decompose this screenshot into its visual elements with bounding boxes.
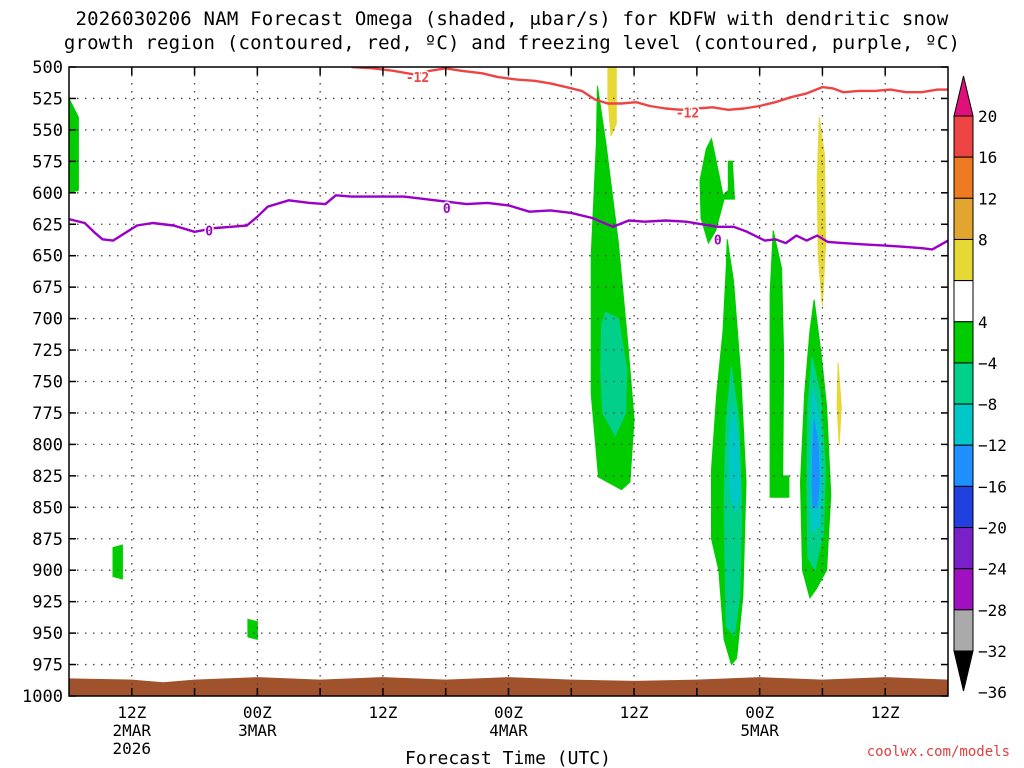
- ground-fill: [69, 677, 948, 696]
- colorbar-label-4: 4: [978, 313, 988, 332]
- omega-region-1: [112, 544, 123, 580]
- colorbar-label-8: −16: [978, 477, 1007, 496]
- ground-layer: [69, 677, 948, 696]
- y-tick-label-725: 725: [32, 341, 63, 361]
- colorbar: 20 16 12 8 4 −4 −8 −12 −16 −20 −24 −28 −32 −36: [953, 75, 1007, 702]
- contour-label-0-0: -12: [406, 71, 429, 86]
- colorbar-label-12: −32: [978, 642, 1007, 661]
- colorbar-label-11: −28: [978, 601, 1007, 620]
- colorbar-label-10: −24: [978, 560, 1007, 579]
- y-tick-label-600: 600: [32, 184, 63, 204]
- omega-region-4: [600, 311, 628, 437]
- colorbar-bin-1: [953, 156, 974, 199]
- contour-line-0: [351, 67, 948, 112]
- y-tick-label-950: 950: [32, 624, 63, 644]
- omega-region-14: [607, 67, 617, 137]
- y-tick-label-575: 575: [32, 152, 63, 172]
- contour-label-1-2: 0: [714, 233, 722, 248]
- colorbar-label-0: 20: [978, 107, 997, 126]
- colorbar-bin-9: [953, 485, 974, 529]
- omega-region-0: [69, 98, 79, 194]
- x-tick-label-30-0: 12Z: [368, 703, 397, 722]
- x-tick-label-66-1: 5MAR: [740, 721, 779, 740]
- colorbar-bin-10: [953, 527, 974, 570]
- colorbar-bin-8: [953, 444, 974, 487]
- chart-title-line-2: growth region (contoured, red, ºC) and f…: [63, 32, 961, 54]
- omega-region-9: [769, 230, 790, 498]
- y-tick-label-500: 500: [32, 58, 63, 78]
- contour-line-1: [69, 194, 948, 251]
- omega-region-8: [728, 406, 741, 514]
- x-tick-label-54-0: 12Z: [620, 703, 649, 722]
- y-tick-label-650: 650: [32, 247, 63, 267]
- y-tick-label-750: 750: [32, 373, 63, 393]
- colorbar-bin-11: [953, 568, 974, 611]
- colorbar-label-2: 12: [978, 189, 997, 208]
- colorbar-bin-2: [953, 197, 974, 240]
- omega-region-13: [811, 419, 820, 508]
- x-tick-label-6-0: 12Z: [117, 703, 146, 722]
- omega-region-5: [699, 137, 736, 245]
- colorbar-label-1: 16: [978, 148, 997, 167]
- credit-text: coolwx.com/models: [866, 744, 1010, 760]
- x-tick-label-18-1: 3MAR: [238, 721, 277, 740]
- colorbar-bin-4: [953, 280, 974, 323]
- colorbar-bin-5: [953, 321, 974, 364]
- axes-layer: 500 525 550 575 600 625 650 675 700 725 750 775 800 8…: [22, 58, 949, 758]
- contour-label-0-1: -12: [676, 106, 699, 121]
- x-tick-label-6-2: 2026: [113, 739, 152, 758]
- x-tick-label-66-0: 00Z: [745, 703, 774, 722]
- contour-label-1-0: 0: [205, 225, 213, 240]
- y-tick-label-700: 700: [32, 310, 63, 330]
- x-tick-label-6-1: 2MAR: [113, 721, 152, 740]
- y-tick-label-925: 925: [32, 593, 63, 613]
- x-tick-label-78-0: 12Z: [871, 703, 900, 722]
- chart-title-line-1: 2026030206 NAM Forecast Omega (shaded, μ…: [75, 8, 949, 30]
- y-tick-label-875: 875: [32, 530, 63, 550]
- x-tick-label-18-0: 00Z: [243, 703, 272, 722]
- colorbar-bottom-arrow: [953, 650, 974, 692]
- omega-region-16: [836, 362, 842, 445]
- colorbar-bin-6: [953, 362, 974, 405]
- y-tick-label-625: 625: [32, 215, 63, 235]
- y-tick-label-800: 800: [32, 435, 63, 455]
- colorbar-label-5: −4: [978, 354, 997, 373]
- omega-regions-layer: [69, 67, 842, 666]
- y-tick-label-900: 900: [32, 561, 63, 581]
- grid-layer: [69, 67, 948, 696]
- x-tick-label-42-0: 00Z: [494, 703, 523, 722]
- colorbar-label-7: −12: [978, 436, 1007, 455]
- y-tick-label-525: 525: [32, 89, 63, 109]
- colorbar-label-6: −8: [978, 395, 997, 414]
- y-tick-label-825: 825: [32, 467, 63, 487]
- colorbar-label-9: −20: [978, 519, 1007, 538]
- colorbar-label-13: −36: [978, 683, 1007, 702]
- colorbar-label-3: 8: [978, 230, 988, 249]
- x-tick-label-42-1: 4MAR: [489, 721, 528, 740]
- omega-region-2: [247, 618, 258, 641]
- y-tick-label-550: 550: [32, 121, 63, 141]
- colorbar-bin-12: [953, 609, 974, 652]
- y-tick-label-775: 775: [32, 404, 63, 424]
- y-tick-label-850: 850: [32, 498, 63, 518]
- colorbar-bin-0: [953, 115, 974, 158]
- x-axis-label: Forecast Time (UTC): [405, 748, 611, 768]
- colorbar-top-arrow: [953, 75, 974, 117]
- colorbar-bin-7: [953, 403, 974, 446]
- contour-layer: -12 -12 0 0 0: [69, 67, 948, 251]
- y-tick-label-975: 975: [32, 656, 63, 676]
- colorbar-bin-3: [953, 238, 974, 282]
- omega-region-15: [816, 117, 827, 307]
- y-tick-label-1000: 1000: [22, 687, 63, 707]
- contour-label-1-1: 0: [443, 202, 451, 217]
- y-tick-label-675: 675: [32, 278, 63, 298]
